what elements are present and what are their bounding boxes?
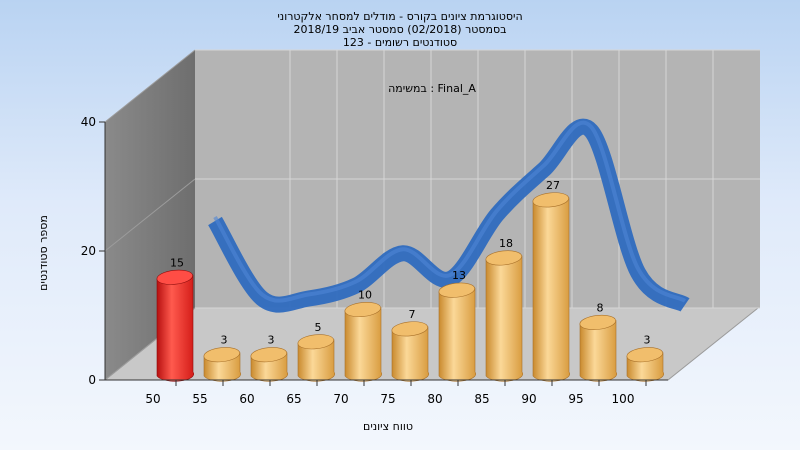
bar-body [391,326,429,382]
x-tick-label: 100 [612,392,635,406]
bar-value-label: 3 [221,334,228,347]
x-tick-label: 55 [192,392,207,406]
x-tick-label: 90 [521,392,536,406]
chart-walls [103,50,760,381]
bar-top [344,301,382,318]
bar-body [485,255,523,382]
x-tick-label: 85 [474,392,489,406]
bar-value-label: 18 [499,237,513,250]
histogram-bar [344,301,382,382]
bar-top [626,347,664,363]
curve-layer [208,118,690,313]
bar-top [203,347,241,363]
bar-value-label: 10 [358,289,372,302]
x-tick-label: 50 [145,392,160,406]
x-tick-label: 75 [380,392,395,406]
bar-value-label: 27 [546,179,560,192]
bar-value-label: 15 [170,256,184,269]
y-tick-label: 0 [88,373,96,387]
histogram-bar [391,321,429,382]
grid-side-line [104,178,196,252]
bar-value-label: 8 [597,301,604,314]
bar-top [250,347,288,363]
histogram-bar [250,347,288,382]
bar-top [579,314,617,330]
grid-side-line [104,49,196,123]
bar-body [344,307,382,382]
histogram-bar [203,347,241,382]
histogram-bar [297,334,335,382]
bars-layer: 15 3 3 5 10 7 13 18 27 8 3 [156,179,664,382]
y-axis-title: מספר סטודנטים [37,215,50,291]
task-annotation: במשימה : Final_A [388,82,476,95]
histogram-bar [532,192,570,382]
bar-body [156,274,194,382]
chart-title-line-2: בסמסטר (02/2018) סמסטר אביב 2018/19 [293,23,507,36]
bar-value-label: 3 [644,334,651,347]
bar-body [297,339,335,382]
histogram-bar-highlighted [156,269,194,382]
x-tick-label: 65 [286,392,301,406]
x-tick-label: 60 [239,392,254,406]
bar-body [579,320,617,382]
bar-top [532,192,570,208]
histogram-bar [485,250,523,382]
histogram-bar [438,282,476,382]
bar-value-label: 13 [452,269,466,282]
distribution-curve-highlight [213,120,687,303]
bar-value-label: 7 [409,308,416,321]
bar-top [297,334,335,350]
x-tick-label: 95 [568,392,583,406]
histogram-bar [579,314,617,382]
chart-title-line-1: היסטוגרמת ציונים בקורס - מודלים למסחר אל… [277,10,523,23]
x-tick-label: 70 [333,392,348,406]
bar-top [156,269,194,285]
histogram-bar [626,347,664,382]
y-tick-label: 20 [81,244,96,258]
bar-value-label: 5 [315,321,322,334]
x-tick-label: 80 [427,392,442,406]
bar-top [438,282,476,298]
bar-body [438,287,476,382]
bar-value-label: 3 [268,334,275,347]
bar-top [485,250,523,266]
bar-top [391,321,429,337]
chart-title-line-3: סטודנטים רשומים - 123 [342,36,458,49]
bar-body [532,197,570,382]
y-tick-label: 40 [81,115,96,129]
x-axis-title: טווח ציונים [363,420,413,433]
